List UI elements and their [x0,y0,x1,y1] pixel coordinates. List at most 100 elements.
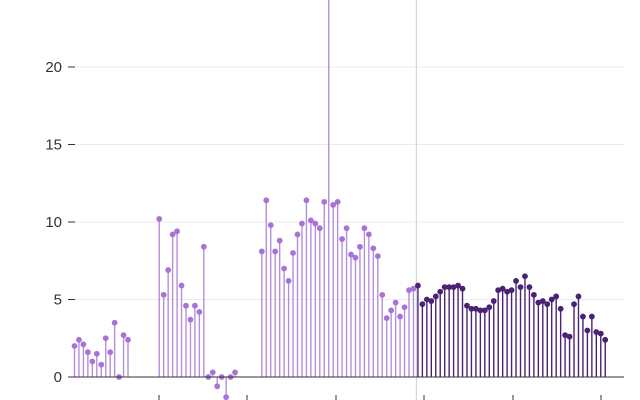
lollipop-dot [196,309,203,315]
lollipop-dot [588,313,595,320]
lollipop-dot [102,335,109,342]
lollipop-dot [76,336,82,343]
lollipop-dot [508,287,515,294]
lollipop-dot [200,243,207,250]
lollipop-dot [183,302,189,309]
lollipop-dot [339,236,345,242]
lollipop-dot [410,285,417,292]
lollipop-dot [504,288,511,295]
lollipop-dot [312,220,319,227]
lollipop-dot [571,301,577,308]
lollipop-dot [397,313,403,320]
lollipop-dot [415,282,421,289]
lollipop-dot [276,237,283,244]
lollipop-dot [423,296,430,303]
lollipop-dot [330,202,337,208]
lollipop-dot [584,327,591,334]
y-tick-label: 20 [45,59,62,76]
lollipop-dot [120,332,127,339]
lollipop-dot [566,333,573,340]
lollipop-dot [232,369,238,376]
lollipop-dot [401,304,408,311]
lollipop-dot [464,302,470,309]
lollipop-dot [111,319,118,326]
lollipop-dot [548,296,555,303]
lollipop-dot [299,220,305,227]
lollipop-dot [272,248,279,255]
lollipop-dot [93,350,100,357]
lollipop-dot [71,343,78,349]
lollipop-dot [209,369,216,376]
lollipop-dot [432,293,439,300]
lollipop-dot [530,291,537,298]
lollipop-dot [84,349,91,356]
lollipop-dot [174,228,180,235]
lollipop-dot [343,225,350,232]
lollipop-dot [486,304,493,311]
y-tick-label: 10 [45,214,62,231]
y-axis: 0 5 10 15 20 [45,59,75,386]
lollipop-dot [419,301,426,308]
lollipop-dot [156,216,163,222]
lollipop-dot [473,305,479,312]
lollipop-dot [370,245,377,252]
lollipop-dot [459,285,466,292]
lollipop-dot [165,267,172,273]
lollipop-dot [379,291,386,298]
lollipop-dot [437,288,444,295]
lollipop-dot [428,298,435,304]
lollipop-dot [80,341,87,348]
lollipop-dot [290,250,296,256]
lollipop-dot [522,273,528,280]
lollipop-dot [446,284,453,290]
lollipop-dot [575,293,582,300]
lollipop-dot [357,243,363,250]
grid-layer [70,0,624,400]
lollipop-dot [481,307,488,314]
lollipop-dot [263,197,270,204]
lollipop-dot [455,282,461,289]
lollipop-dot [450,284,457,290]
lollipop-dot [374,253,381,259]
lollipop-dot [160,291,167,298]
lollipop-dot [258,248,265,255]
lollipop-dot [517,284,524,290]
lollipop-dot [383,315,390,321]
lollipop-dot [392,299,399,306]
lollipop-dot [334,198,341,205]
lollipop-dot [321,198,328,205]
dot-layer [71,0,609,400]
y-tick-label: 5 [54,292,62,309]
lollipop-dot [223,394,230,400]
lollipop-dot [593,329,600,335]
lollipop-dot [535,299,542,306]
lollipop-dot [580,313,586,320]
lollipop-dot [557,305,564,312]
lollipop-dot [562,332,568,339]
lollipop-dot [499,285,506,292]
lollipop-dot [316,225,323,232]
lollipop-dot [406,287,412,294]
lollipop-dot [361,225,368,232]
lollipop-dot [281,265,288,272]
lollipop-dot [495,287,502,294]
stem-layer [73,0,606,398]
lollipop-dot [468,305,475,312]
lollipop-dot [348,251,354,258]
lollipop-dot [89,358,96,365]
lollipop-dot [169,231,176,238]
lollipop-dot [98,361,105,368]
y-tick-label: 0 [54,369,62,386]
lollipop-dot [125,336,131,343]
lollipop-dot [187,316,194,323]
lollipop-dot [178,282,185,289]
lollipop-dot [365,231,372,238]
lollipop-dot [597,330,604,337]
y-tick-label: 15 [45,137,62,154]
lollipop-dot [553,293,560,300]
lollipop-dot [539,298,546,304]
lollipop-dot [294,231,301,238]
lollipop-dot [513,278,519,284]
lollipop-dot [388,307,395,314]
